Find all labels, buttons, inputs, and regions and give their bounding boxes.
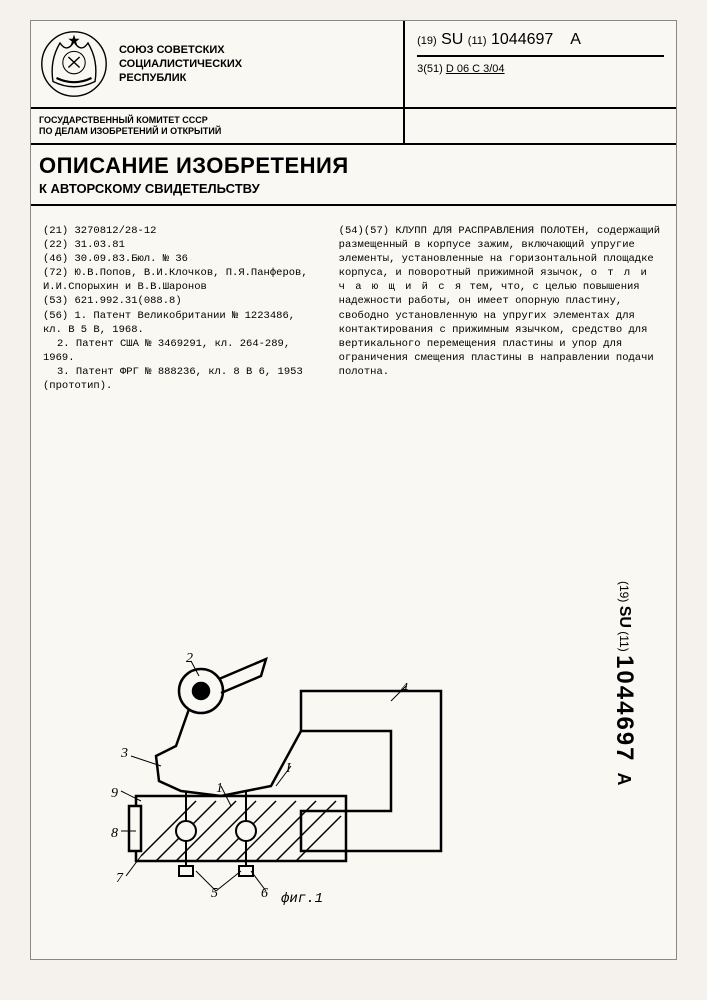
callout-4: 4 [401,681,408,697]
org-line: СОЮЗ СОВЕТСКИХ [119,43,242,57]
vertical-doc-label: (19) SU (11) 1044697 A [610,581,638,786]
field-46: (46) 30.09.83.Бюл. № 36 [43,252,319,266]
callout-I: I [286,761,291,777]
committee-right-blank [405,109,676,143]
body-two-column: (21) 3270812/28-12 (22) 31.03.81 (46) 30… [31,206,676,404]
committee-text: ГОСУДАРСТВЕННЫЙ КОМИТЕТ СССР ПО ДЕЛАМ ИЗ… [31,109,405,143]
field-72: (72) Ю.В.Попов, В.И.Клочков, П.Я.Панферо… [43,266,319,294]
committee-line: ГОСУДАРСТВЕННЫЙ КОМИТЕТ СССР [39,115,395,126]
header-left: СОЮЗ СОВЕТСКИХ СОЦИАЛИСТИЧЕСКИХ РЕСПУБЛИ… [31,21,405,107]
callout-1: 1 [216,781,223,797]
field-21: (21) 3270812/28-12 [43,224,319,238]
callout-8: 8 [111,826,118,842]
org-line: РЕСПУБЛИК [119,71,242,85]
field-53: (53) 621.992.31(088.8) [43,294,319,308]
figure-caption: фиг.1 [281,891,323,907]
mechanical-drawing-icon [81,631,461,931]
field-22: (22) 31.03.81 [43,238,319,252]
header-row: СОЮЗ СОВЕТСКИХ СОЦИАЛИСТИЧЕСКИХ РЕСПУБЛИ… [31,21,676,109]
country-code: SU [441,31,463,48]
org-name: СОЮЗ СОВЕТСКИХ СОЦИАЛИСТИЧЕСКИХ РЕСПУБЛИ… [119,43,242,86]
abstract-title: КЛУПП ДЛЯ РАСПРАВЛЕНИЯ ПОЛОТЕН, [395,225,590,237]
patent-page: СОЮЗ СОВЕТСКИХ СОЦИАЛИСТИЧЕСКИХ РЕСПУБЛИ… [30,20,677,960]
abstract-body-2: тем, что, с целью повышения надежности р… [339,281,654,378]
title-main: ОПИСАНИЕ ИЗОБРЕТЕНИЯ [39,153,668,179]
figure-1: 2 3 9 8 7 1 I 4 5 6 фиг.1 [81,631,461,931]
side-suffix: A [614,773,634,786]
ref-3: 3. Патент ФРГ № 888236, кл. 8 B 6, 1953 … [43,365,319,393]
side-su: SU [616,606,633,628]
header-right: (19) SU (11) 1044697 A 3(51) D 06 C 3/04 [405,21,676,107]
callout-6: 6 [261,886,268,902]
field-54-57: (54)(57) [339,225,389,237]
title-row: ОПИСАНИЕ ИЗОБРЕТЕНИЯ К АВТОРСКОМУ СВИДЕТ… [31,145,676,206]
kind-code: A [570,31,581,48]
side-prefix-11: (11) [617,631,631,651]
title-sub: К АВТОРСКОМУ СВИДЕТЕЛЬСТВУ [39,181,668,196]
field-56: (56) 1. Патент Великобритании № 1223486,… [43,309,319,337]
class-prefix: 3(51) [417,63,443,75]
abstract-column: (54)(57) КЛУПП ДЛЯ РАСПРАВЛЕНИЯ ПОЛОТЕН,… [329,224,664,394]
prefix-11: (11) [468,35,487,47]
callout-9: 9 [111,786,118,802]
biblio-column: (21) 3270812/28-12 (22) 31.03.81 (46) 30… [43,224,329,394]
side-prefix-19: (19) [617,581,631,602]
prefix-19: (19) [417,35,437,47]
callout-2: 2 [186,651,193,667]
org-line: СОЦИАЛИСТИЧЕСКИХ [119,57,242,71]
committee-row: ГОСУДАРСТВЕННЫЙ КОМИТЕТ СССР ПО ДЕЛАМ ИЗ… [31,109,676,145]
doc-number-row: (19) SU (11) 1044697 A [417,31,664,57]
patent-number: 1044697 [491,31,553,48]
committee-line: ПО ДЕЛАМ ИЗОБРЕТЕНИЙ И ОТКРЫТИЙ [39,126,395,137]
class-value: D 06 C 3/04 [446,63,505,75]
callout-3: 3 [121,746,128,762]
ref-2: 2. Патент США № 3469291, кл. 264-289, 19… [43,337,319,365]
ussr-emblem-icon [39,29,109,99]
callout-5: 5 [211,886,218,902]
callout-7: 7 [116,871,123,887]
classification: 3(51) D 06 C 3/04 [417,63,664,75]
side-number: 1044697 [611,655,638,762]
